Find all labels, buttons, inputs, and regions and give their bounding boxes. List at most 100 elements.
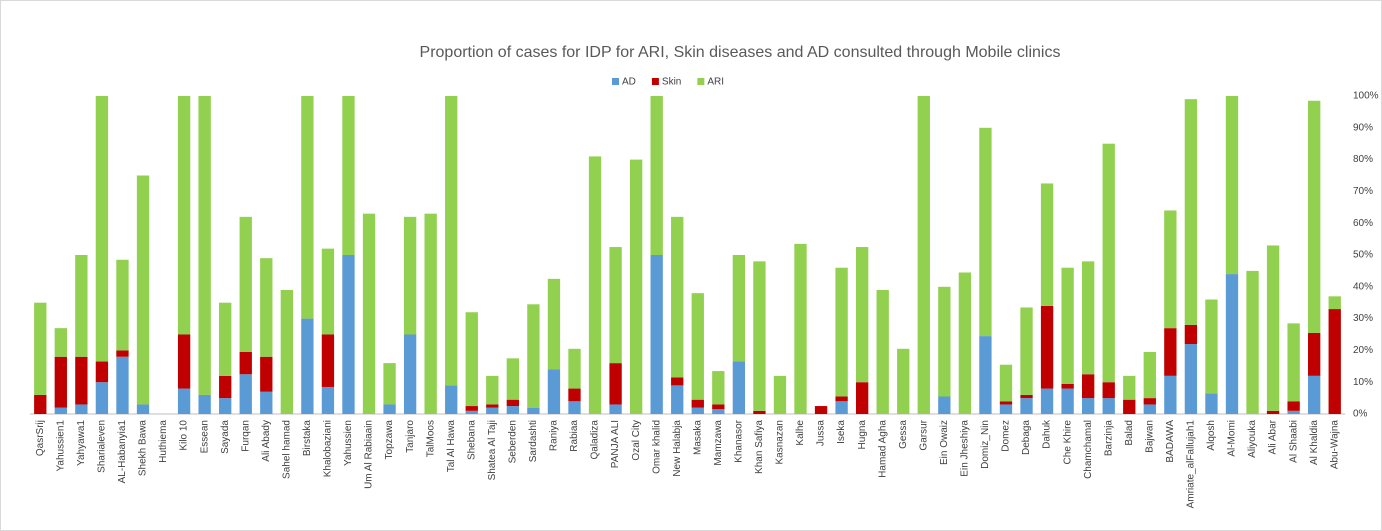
x-tick-label: Abu-Wajna bbox=[1329, 420, 1340, 470]
x-tick-label: Kasnazan bbox=[775, 420, 786, 464]
bar-segment bbox=[691, 293, 704, 400]
bar-segment bbox=[629, 159, 643, 414]
x-tick-label: Jussa bbox=[816, 420, 827, 447]
bar-segment bbox=[1143, 404, 1156, 414]
bar-segment bbox=[732, 255, 746, 362]
x-tick-label: BADAWA bbox=[1165, 420, 1176, 463]
y-tick-label: 20% bbox=[1353, 345, 1373, 356]
bar-segment bbox=[177, 96, 191, 335]
x-tick-label: Kilo 10 bbox=[179, 420, 190, 451]
x-tick-label: Omar khalid bbox=[651, 420, 662, 474]
bar-segment bbox=[260, 356, 273, 392]
bar-segment bbox=[95, 361, 109, 383]
bar-segment bbox=[691, 399, 704, 408]
legend-label: AD bbox=[622, 77, 636, 88]
bar-segment bbox=[280, 289, 293, 414]
x-tick-label: Amriate_alFallujah1 bbox=[1186, 420, 1197, 509]
bar-segment bbox=[342, 255, 355, 414]
x-tick-label: Ali Abar bbox=[1268, 419, 1279, 454]
x-tick-label: Essean bbox=[199, 420, 210, 453]
x-tick-label: QasrSrij bbox=[35, 420, 46, 456]
bar-segment bbox=[75, 404, 88, 414]
bar-segment bbox=[198, 394, 211, 414]
bar-segment bbox=[445, 96, 458, 386]
x-tick-label: Huthiema bbox=[158, 420, 169, 463]
bar-segment bbox=[1205, 299, 1218, 394]
bar-segment bbox=[1328, 309, 1341, 414]
x-tick-label: Mamzawa bbox=[713, 420, 724, 466]
y-tick-label: 30% bbox=[1353, 313, 1373, 324]
bar-segment bbox=[1061, 383, 1074, 389]
bar-segment bbox=[979, 127, 992, 337]
legend-label: ARI bbox=[707, 77, 724, 88]
y-tick-label: 50% bbox=[1353, 250, 1373, 261]
x-tick-label: Dahuk bbox=[1042, 419, 1053, 449]
bar-segment bbox=[445, 385, 458, 414]
bar-segment bbox=[547, 369, 561, 414]
bar-segment bbox=[1061, 388, 1074, 414]
x-tick-label: Kalhe bbox=[795, 420, 806, 446]
x-tick-label: Rabiaa bbox=[569, 420, 580, 452]
legend-swatch bbox=[612, 78, 619, 85]
bar-segment bbox=[1082, 261, 1095, 375]
bar-segment bbox=[383, 363, 396, 405]
bar-segment bbox=[1225, 274, 1239, 414]
x-tick-label: PANJA ALI bbox=[610, 420, 621, 468]
bar-segment bbox=[177, 388, 191, 414]
bar-segment bbox=[1287, 401, 1300, 411]
bar-segment bbox=[753, 261, 766, 411]
bar-segment bbox=[465, 406, 478, 411]
bar-segment bbox=[1184, 99, 1198, 325]
x-tick-label: Furqan bbox=[240, 420, 251, 452]
x-tick-label: Hugna bbox=[857, 420, 868, 450]
bar-segment bbox=[116, 259, 129, 351]
x-tick-label: Shebana bbox=[466, 420, 477, 460]
bar-segment bbox=[609, 247, 622, 364]
bar-segment bbox=[75, 255, 88, 357]
x-tick-label: Chamchamal bbox=[1083, 420, 1094, 479]
bar-segment bbox=[835, 401, 848, 414]
bar-segment bbox=[239, 216, 252, 352]
bar-segment bbox=[1164, 210, 1177, 329]
bar-segment bbox=[1082, 374, 1095, 399]
bar-segment bbox=[321, 334, 335, 387]
bar-segment bbox=[1308, 332, 1321, 376]
y-tick-label: 60% bbox=[1353, 218, 1373, 229]
bar-segment bbox=[1266, 410, 1280, 414]
bar-segment bbox=[403, 216, 417, 335]
x-tick-label: Masaka bbox=[692, 420, 703, 455]
bar-segment bbox=[712, 371, 725, 405]
bar-segment bbox=[219, 398, 232, 414]
bar-segment bbox=[75, 356, 88, 405]
x-tick-label: Sharialeven bbox=[97, 420, 108, 473]
bar-segment bbox=[95, 382, 109, 414]
bar-segment bbox=[136, 175, 150, 405]
x-tick-label: Balad bbox=[1124, 420, 1135, 446]
bar-segment bbox=[609, 363, 622, 405]
bar-segment bbox=[1328, 296, 1341, 310]
bar-segment bbox=[650, 255, 663, 414]
bar-segment bbox=[1143, 351, 1156, 399]
bar-segment bbox=[1184, 344, 1198, 414]
bar-segment bbox=[321, 248, 335, 335]
x-tick-label: Ein Jheshiya bbox=[960, 420, 971, 477]
x-tick-label: Sardashti bbox=[528, 420, 539, 462]
x-tick-label: Al Shaabi bbox=[1288, 420, 1299, 463]
bar-segment bbox=[1246, 270, 1259, 414]
bar-segment bbox=[260, 391, 273, 414]
bar-segment bbox=[1308, 100, 1321, 333]
x-tick-label: Shekh Bawa bbox=[138, 420, 149, 477]
bar-segment bbox=[198, 96, 211, 395]
bar-segment bbox=[712, 409, 725, 414]
x-tick-label: Ali Abady bbox=[261, 420, 272, 462]
bar-segment bbox=[547, 278, 561, 370]
bar-segment bbox=[1266, 245, 1280, 411]
bar-segment bbox=[794, 243, 807, 414]
bar-segment bbox=[301, 318, 314, 414]
bar-segment bbox=[568, 401, 581, 414]
bar-segment bbox=[342, 96, 355, 255]
bar-segment bbox=[650, 96, 663, 255]
bar-segment bbox=[568, 388, 581, 402]
bar-segment bbox=[1164, 375, 1177, 414]
bar-segment bbox=[486, 404, 499, 408]
